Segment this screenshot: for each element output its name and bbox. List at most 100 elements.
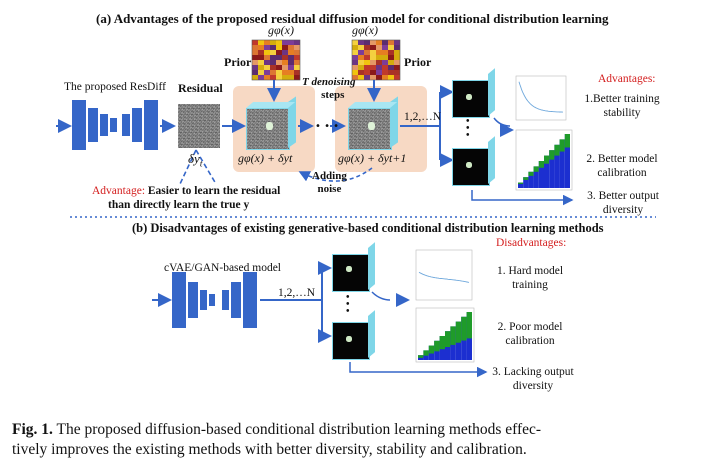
heatmap-cell [394,45,400,50]
heatmap-cell [376,60,382,65]
heatmap-cell [352,60,358,65]
heatmap-cell [288,45,294,50]
heatmap-cell [370,60,376,65]
heatmap-cell [394,75,400,80]
heatmap-cell [376,65,382,70]
heatmap-cell [252,60,258,65]
heatmap-cell [282,70,288,75]
calib-gap [450,326,456,345]
calib-bar [523,177,529,188]
calibration-chart-a [515,129,573,191]
heatmap-cell [358,50,364,55]
calib-gap [554,144,560,156]
heatmap-cell [364,65,370,70]
calib-bar [518,182,524,188]
heatmap-cell [358,65,364,70]
calib-gap [466,312,472,339]
heatmap-cell [382,70,388,75]
heatmap-cell [352,40,358,45]
calib-gap [461,316,467,341]
heatmap-cell [258,40,264,45]
prior-label-1: Prior [224,55,252,69]
heatmap-cell [364,75,370,80]
calib-gap [439,336,445,350]
heatmap-cell [370,50,376,55]
heatmap-cell [370,45,376,50]
heatmap-cell [264,55,270,60]
heatmap-cell [376,40,382,45]
calib-gap [538,161,544,168]
output-cube-b-top-side [368,242,375,290]
training-loss-chart-b [415,249,473,301]
heatmap-cell [364,50,370,55]
heatmap-cell [258,50,264,55]
heatmap-cell [352,70,358,75]
adv-item-3: 3. Better output diversity [587,190,659,216]
heatmap-cell [394,65,400,70]
heatmap-cell [382,50,388,55]
heatmap-cell [294,45,300,50]
heatmap-cell [394,60,400,65]
training-loss-chart-a [515,75,567,121]
heatmap-cell [382,45,388,50]
output-cube-a-bottom-side [488,136,495,184]
output-cube-b-top [332,254,370,292]
heatmap-cell [282,40,288,45]
denoising-steps-label: T denoising steps [302,76,356,101]
diffusion-cube-2-top [348,102,398,108]
heatmap-cell [376,55,382,60]
heatmap-cell [388,40,394,45]
output-cube-a-top-side [488,68,495,116]
section-b-title: (b) Disadvantages of existing generative… [132,221,604,235]
heatmap-cell [264,60,270,65]
heatmap-cell [364,70,370,75]
output-dots-a: • • • [466,116,470,141]
loss-chart-frame [515,75,567,121]
figure-caption: Fig. 1. The proposed diffusion-based con… [12,421,542,459]
heatmap-cell [270,45,276,50]
heatmap-cell [288,70,294,75]
heatmap-cell [382,75,388,80]
calib-gap [423,350,429,356]
calib-gap [549,150,555,160]
heatmap-cell [358,70,364,75]
delta-y-label: δyt [188,151,203,169]
heatmap-cell [370,40,376,45]
heatmap-cell [376,75,382,80]
calib-gap [434,340,440,352]
heatmap-cell [294,40,300,45]
heatmap-cell [276,60,282,65]
heatmap-cell [270,65,276,70]
calib-bar [564,134,570,188]
heatmap-cell [282,45,288,50]
heatmap-cell [358,45,364,50]
calib-bar [549,150,555,188]
diffusion-cube-1-top [246,102,296,108]
dis-item-2: 2. Poor model calibration [497,321,563,348]
heatmap-cell [370,70,376,75]
output-lesion-a-top [466,94,472,100]
heatmap-cell [388,60,394,65]
heatmap-cell [388,65,394,70]
calib-gap [528,171,534,176]
heatmap-cell [258,65,264,70]
heatmap-cell [276,75,282,80]
heatmap-cell [294,75,300,80]
formula-step-2: gφ(x) + δyt+1 [338,151,407,165]
output-dots-b: • • • [346,292,350,317]
heatmap-cell [382,55,388,60]
heatmap-cell [252,50,258,55]
heatmap-cell [294,70,300,75]
heatmap-cell [382,60,388,65]
heatmap-cell [394,55,400,60]
heatmap-cell [388,75,394,80]
heatmap-cell [376,50,382,55]
heatmap-cell [388,45,394,50]
heatmap-cell [358,75,364,80]
heatmap-cell [276,45,282,50]
heatmap-cell [282,50,288,55]
heatmap-cell [276,65,282,70]
heatmap-cell [376,70,382,75]
heatmap-cell [276,50,282,55]
formula-step-1: gφ(x) + δyt [238,151,293,165]
